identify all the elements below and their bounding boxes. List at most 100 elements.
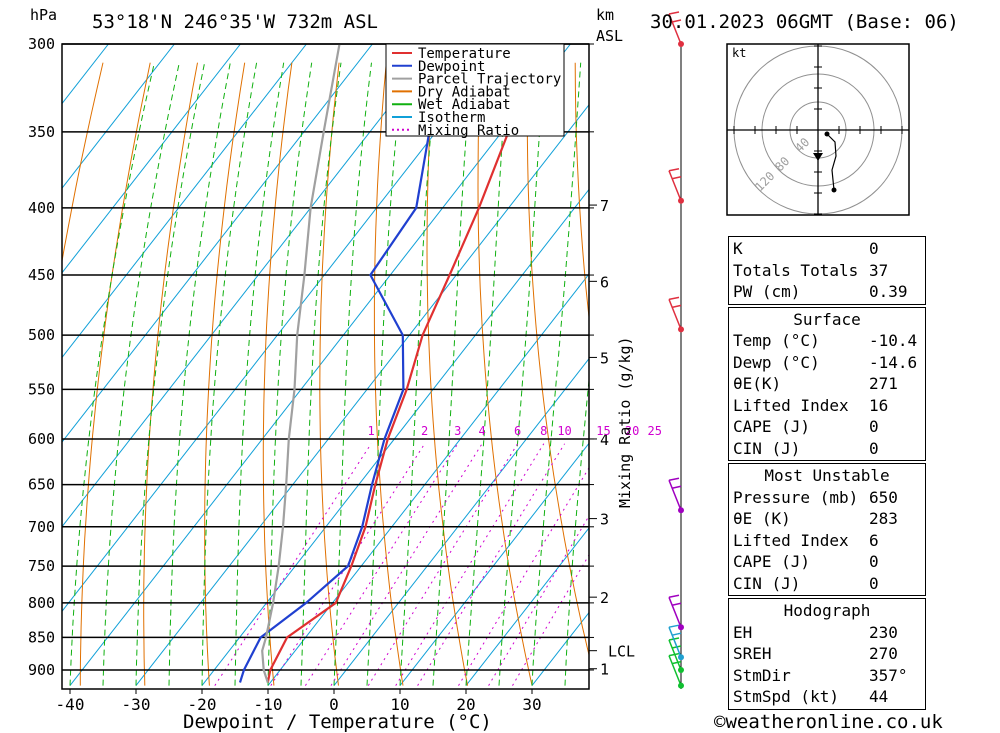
hodograph-trace (826, 133, 837, 191)
mixing-ratio-label: 8 (540, 424, 547, 438)
dry-adiabat-line (426, 62, 469, 686)
dry-adiabat-line (574, 62, 589, 322)
mixing-ratio-line (417, 443, 566, 686)
index-value: 270 (869, 644, 898, 663)
location-title: 53°18'N 246°35'W 732m ASL (92, 11, 378, 33)
wet-adiabat-line (300, 62, 342, 686)
wind-barb (668, 597, 682, 628)
index-value: 283 (869, 509, 898, 528)
isotherm-line (62, 44, 307, 359)
pressure-tick-label: 750 (28, 557, 55, 575)
pressure-tick-label: 700 (28, 518, 55, 536)
x-axis-title: Dewpoint / Temperature (°C) (183, 711, 492, 733)
km-tick-label: 7 (600, 197, 609, 215)
x-tick-label: -30 (122, 695, 151, 714)
index-row: θE (K) 283 (729, 508, 925, 530)
hpa-unit-label: hPa (30, 6, 57, 24)
plot-frame (61, 43, 590, 690)
index-row: StmSpd (kt) 44 (729, 686, 925, 708)
legend-label: Mixing Ratio (418, 123, 519, 139)
wet-adiabat-line (498, 62, 545, 686)
wet-adiabat-line (135, 62, 206, 686)
index-value: 0 (869, 552, 879, 571)
index-label: θE (K) (733, 509, 791, 528)
wind-barb (668, 170, 682, 202)
legend-label: Dry Adiabat (418, 84, 511, 100)
legend-label: Dewpoint (418, 59, 485, 75)
legend-label: Parcel Trajectory (418, 72, 561, 88)
isotherm-line (267, 273, 589, 686)
mixing-ratio-label: 2 (421, 424, 428, 438)
mixing-ratio-line (395, 443, 545, 686)
mixing-ratio-line (270, 443, 426, 686)
index-label: CIN (J) (733, 573, 801, 593)
index-row: SREH 270 (729, 643, 925, 665)
wind-barb (668, 655, 682, 686)
dry-adiabat-line (477, 62, 533, 686)
index-label: Pressure (mb) (733, 487, 859, 507)
index-value: 37 (869, 260, 889, 280)
isotherm-line (62, 44, 241, 274)
isotherm-line (62, 44, 175, 189)
wet-adiabat-line (564, 375, 589, 686)
index-row: θE(K) 271 (729, 373, 925, 395)
mixing-ratio-line (367, 443, 519, 686)
pressure-tick-label: 850 (28, 628, 55, 646)
asl-unit-label: ASL (596, 27, 623, 45)
index-label: SREH (733, 644, 772, 663)
wet-adiabat-line (465, 62, 509, 686)
pressure-tick-label: 500 (28, 326, 55, 344)
isotherm-line (62, 44, 373, 443)
index-value: 16 (869, 395, 889, 415)
index-label: Totals Totals (733, 260, 859, 280)
index-value: 0 (869, 417, 879, 436)
dry-adiabat-line (62, 62, 104, 264)
dry-adiabat-line (319, 62, 340, 686)
x-tick-label: -10 (254, 695, 283, 714)
mixing-ratio-line (330, 443, 483, 686)
legend-label: Isotherm (418, 110, 485, 126)
dry-adiabat-line (953, 63, 1000, 686)
index-value: 357° (869, 665, 908, 685)
dry-adiabat-line (526, 62, 589, 657)
dry-adiabat-line (204, 62, 246, 686)
pressure-tick-label: 350 (28, 123, 55, 141)
legend-label: Temperature (418, 46, 511, 62)
parcel-trajectory (261, 44, 341, 683)
pressure-tick-label: 400 (28, 199, 55, 217)
km-tick-label: 3 (600, 511, 609, 529)
isotherm-line (333, 357, 589, 686)
index-value: 271 (869, 374, 898, 393)
isotherm-line (135, 104, 589, 686)
index-label: CAPE (J) (733, 417, 811, 436)
most-unstable-panel: Most Unstable Pressure (mb) 650 θE (K) 283 L… (728, 463, 926, 596)
km-tick-label: 6 (600, 273, 609, 291)
km-tick-label: 5 (600, 349, 609, 367)
storm-motion-marker (813, 153, 823, 161)
most-unstable-title: Most Unstable (764, 466, 890, 485)
legend-label: Wet Adiabat (418, 97, 511, 113)
copyright-footer: ©weatheronline.co.uk (714, 711, 943, 733)
x-tick-label: 20 (456, 695, 475, 714)
surface-title: Surface (793, 309, 861, 329)
index-row: CIN (J) 0 (729, 573, 925, 595)
hodograph-panel: Hodograph EH 230 SREH 270 StmDir 357° StmSpd (… (728, 598, 926, 710)
mixing-ratio-label: 6 (514, 424, 521, 438)
index-value: 230 (869, 622, 898, 642)
km-tick-label: 2 (600, 589, 609, 607)
index-row: PW (cm) 0.39 (729, 281, 925, 303)
hodograph-point (824, 131, 830, 137)
datetime-title: 30.01.2023 06GMT (Base: 06) (650, 11, 959, 33)
isotherm-line (62, 44, 505, 613)
index-label: K (733, 239, 743, 258)
isotherm-line (399, 442, 589, 686)
index-label: Lifted Index (733, 530, 849, 550)
wind-barb (668, 626, 682, 658)
index-value: 0 (869, 438, 879, 458)
index-row: Lifted Index 6 (729, 530, 925, 552)
index-label: Lifted Index (733, 395, 849, 415)
index-label: StmDir (733, 665, 791, 685)
index-label: Dewp (°C) (733, 352, 820, 372)
wet-adiabat-line (201, 62, 258, 686)
